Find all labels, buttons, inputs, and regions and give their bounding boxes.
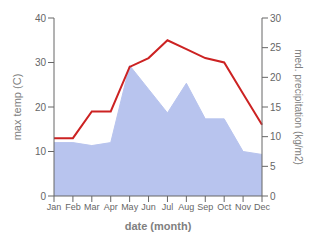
svg-text:25: 25	[270, 42, 282, 53]
svg-text:max temp (C): max temp (C)	[11, 74, 23, 141]
svg-text:15: 15	[270, 102, 282, 113]
svg-text:date (month): date (month)	[125, 220, 192, 232]
svg-text:Nov: Nov	[235, 202, 252, 212]
svg-text:Dec: Dec	[254, 202, 271, 212]
svg-text:Aug: Aug	[178, 202, 194, 212]
svg-text:med. precipitation (kg/m2): med. precipitation (kg/m2)	[293, 49, 304, 165]
svg-text:Jul: Jul	[162, 202, 174, 212]
svg-text:30: 30	[35, 57, 47, 68]
svg-text:Feb: Feb	[65, 202, 81, 212]
svg-text:Oct: Oct	[217, 202, 232, 212]
svg-text:40: 40	[35, 13, 47, 24]
svg-text:0: 0	[270, 191, 276, 202]
svg-text:Sep: Sep	[197, 202, 213, 212]
svg-text:20: 20	[270, 72, 282, 83]
svg-text:Jun: Jun	[141, 202, 156, 212]
svg-text:0: 0	[40, 191, 46, 202]
svg-text:May: May	[121, 202, 139, 212]
svg-text:5: 5	[270, 161, 276, 172]
svg-text:10: 10	[270, 131, 282, 142]
svg-text:30: 30	[270, 13, 282, 24]
svg-text:10: 10	[35, 146, 47, 157]
svg-text:20: 20	[35, 102, 47, 113]
svg-text:Mar: Mar	[84, 202, 100, 212]
svg-text:Apr: Apr	[104, 202, 118, 212]
svg-text:Jan: Jan	[47, 202, 62, 212]
